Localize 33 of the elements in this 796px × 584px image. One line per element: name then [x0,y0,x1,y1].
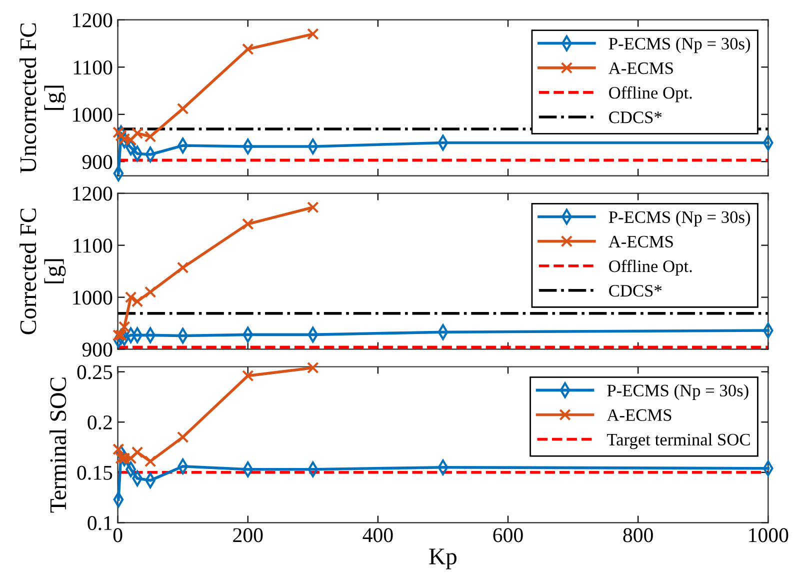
legend-label: A-ECMS [608,236,673,248]
x-tick-label: 0 [113,528,122,542]
legend-label: P-ECMS (Np = 30s) [608,210,750,227]
y-tick-label: 1100 [74,60,112,75]
legend-label: A-ECMS [606,409,672,421]
x-tick-label: 600 [493,528,523,542]
y-tick-label: 900 [82,154,112,170]
y-tick-label: 1200 [73,13,112,28]
x-tick-label: 200 [233,528,263,542]
y-tick-label: 1000 [73,290,112,305]
y-axis-title: Uncorrected FC [g] [20,23,66,174]
y-axis-title: Corrected FC [g] [20,208,66,334]
legend-label: A-ECMS [608,62,673,74]
ref-line-label: CDCS* [609,112,662,124]
x-axis-title: Kp [429,548,456,570]
legend-label: P-ECMS (Np = 30s) [608,37,750,54]
y-tick-label: 0.2 [88,415,112,430]
legend-label: P-ECMS (Np = 30s) [607,384,748,400]
legend-label: Target terminal SOC [607,433,750,450]
x-tick-label: 400 [362,528,393,542]
x-tick-label: 800 [623,528,653,542]
y-axis-title: Terminal SOC [50,378,66,513]
y-tick-label: 1100 [74,238,112,253]
x-tick-label: 1000 [749,528,788,542]
y-tick-label: 1000 [73,108,112,122]
legend-label: CDCS* [609,284,662,297]
y-tick-label: 0.15 [77,466,112,480]
y-tick-label: 0.1 [88,516,112,530]
y-tick-label: 0.25 [77,365,112,380]
y-tick-label: 900 [82,342,112,357]
y-tick-label: 1200 [73,186,112,201]
legend-label: Offline Opt. [609,86,692,102]
legend-label: Offline Opt. [609,260,692,276]
